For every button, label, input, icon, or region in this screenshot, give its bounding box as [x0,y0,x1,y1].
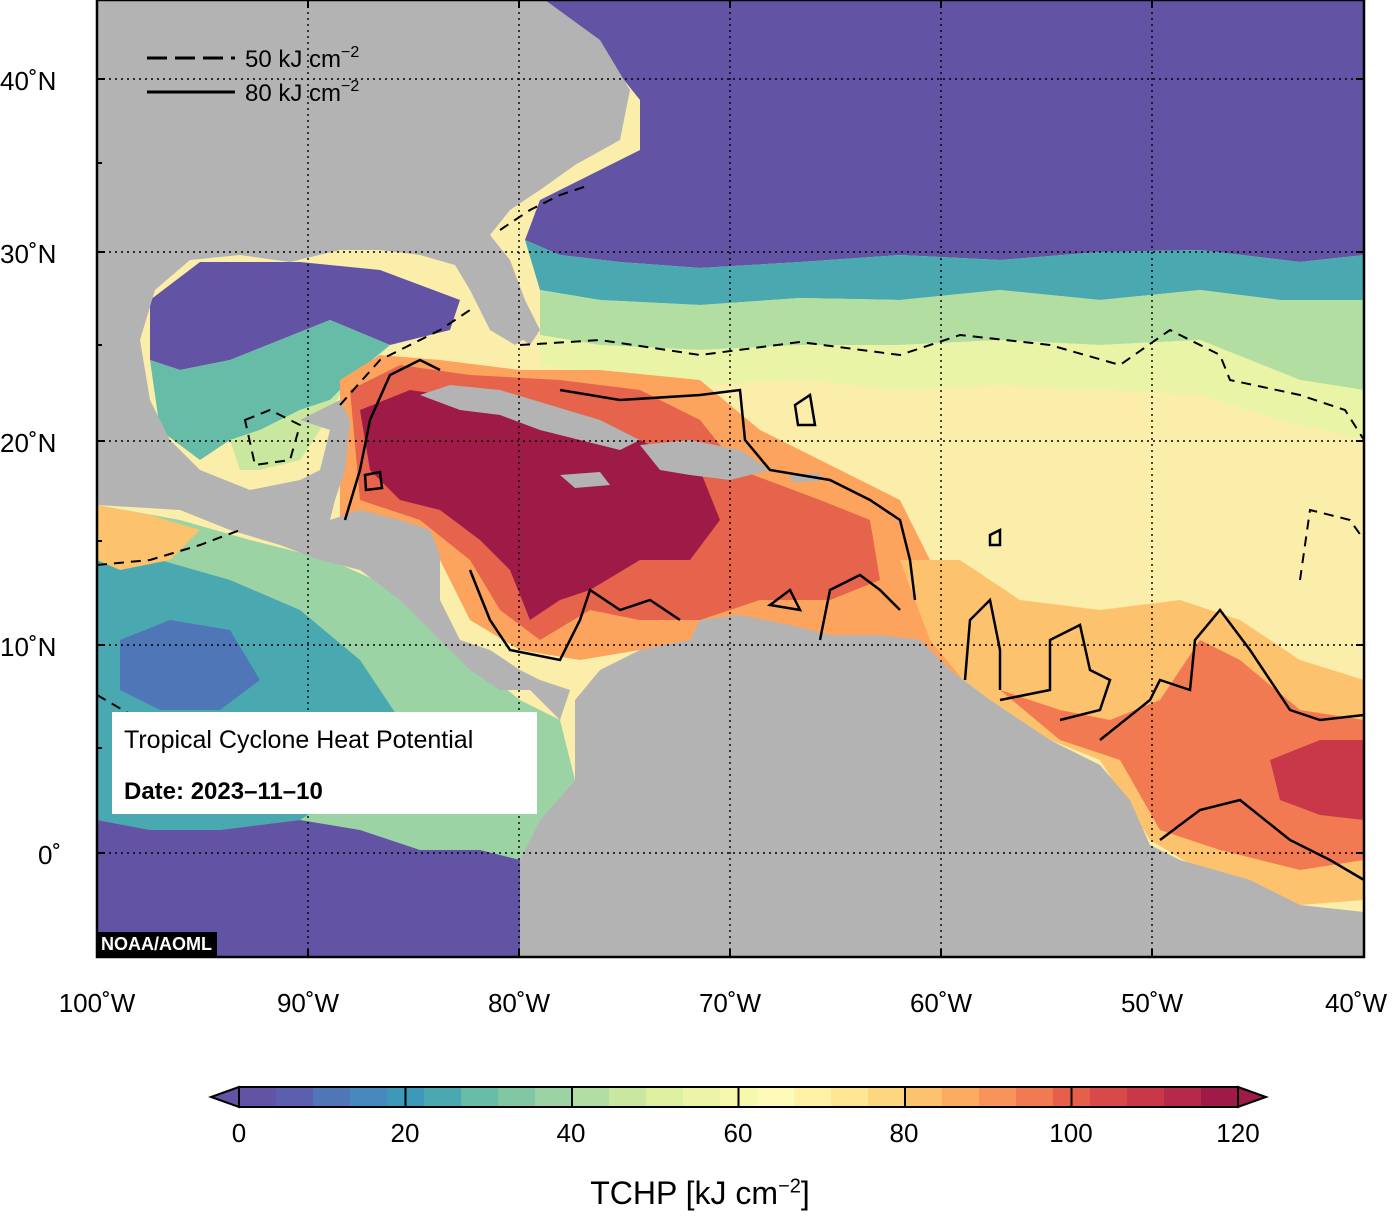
lat-label: 10˚N [0,632,56,662]
colorbar-swatch [609,1087,647,1107]
land [97,0,1364,957]
atlantic-hot-spot [1270,740,1364,820]
colorbar-swatch [1164,1087,1202,1107]
date-label: Date: [124,778,185,805]
atlantic-red-band [1000,640,1364,870]
lat-label: 30˚N [0,239,56,269]
contour-legend-dashed: 50 kJ cm−2 [245,44,359,73]
gulf-of-mexico-teal [150,320,390,460]
colorbar-swatch [868,1087,906,1107]
colorbar-swatch [461,1087,499,1107]
credit-label: NOAA/AOML [97,932,217,956]
colorbar-swatch [646,1087,684,1107]
colorbar-swatch [1201,1087,1239,1107]
colorbar-tick-label: 20 [391,1118,420,1148]
colorbar-swatch [1127,1087,1165,1107]
contour-legend: 50 kJ cm−2 80 kJ cm−2 [147,44,359,107]
lon-label: 70˚W [699,988,762,1018]
lat-label: 40˚N [0,66,56,96]
contour-80 [343,358,1364,882]
colorbar-swatch [313,1087,351,1107]
pacific-orange-coast [97,505,200,570]
green-band-north [540,290,1364,390]
colorbar-title: TCHP [kJ cm−2] [0,1175,1400,1212]
lon-label: 80˚W [488,988,551,1018]
caribbean-hot-core [360,390,720,620]
colorbar-swatch [794,1087,832,1107]
pale-band-north [540,335,1364,440]
lat-label: 20˚N [0,428,56,458]
lon-label: 60˚W [910,988,973,1018]
colorbar-tick-label: 120 [1216,1118,1259,1148]
date-value: 2023–11–10 [190,778,323,805]
colorbar-title-exp: −2 [778,1175,801,1198]
colorbar-swatch [572,1087,610,1107]
colorbar-swatch [942,1087,980,1107]
colorbar-title-main: TCHP [kJ cm [590,1175,779,1211]
colorbar-swatch [350,1087,388,1107]
lon-label: 50˚W [1121,988,1184,1018]
colorbar-title-end: ] [800,1175,810,1211]
lat-label: 0˚ [38,840,61,870]
colorbar-swatch [276,1087,314,1107]
gulf-of-mexico-cold [150,262,460,370]
colorbar-tick-label: 60 [724,1118,753,1148]
info-box: Tropical Cyclone Heat Potential Date: 20… [112,712,537,814]
colorbar-swatch [831,1087,869,1107]
colorbar-swatch [498,1087,536,1107]
map-date: Date: 2023–11–10 [124,778,323,806]
colorbar-swatch [1090,1087,1128,1107]
cold-water-north [525,0,1364,268]
colorbar-swatch [424,1087,462,1107]
teal-band-north [525,240,1364,305]
map-title: Tropical Cyclone Heat Potential [124,726,474,754]
contour-legend-solid: 80 kJ cm−2 [245,78,359,107]
colorbar-tick-label: 100 [1049,1118,1092,1148]
colorbar-swatch [239,1087,277,1107]
lon-label: 40˚W [1325,988,1388,1018]
colorbar-tick-label: 80 [890,1118,919,1148]
axis-ticks [97,0,1364,957]
pacific-blue-spots [120,620,260,710]
colorbar-swatch [1016,1087,1054,1107]
colorbar-max-arrow [1237,1085,1269,1109]
colorbar-swatch [905,1087,943,1107]
colorbar-min-arrow [208,1085,240,1109]
colorbar [208,1085,1269,1109]
gulf-of-mexico-green [230,345,390,470]
colorbar-swatch [535,1087,573,1107]
colorbar-swatch [683,1087,721,1107]
gridlines [97,0,1364,957]
colorbar-swatch [757,1087,795,1107]
colorbar-swatch [979,1087,1017,1107]
map-panel [97,0,1364,957]
colorbar-tick-label: 40 [557,1118,586,1148]
lon-label: 90˚W [277,988,340,1018]
colorbar-ticks: 0 20 40 60 80 100 120 [232,1118,1260,1148]
colorbar-tick-label: 0 [232,1118,246,1148]
lon-label: 100˚W [59,988,136,1018]
